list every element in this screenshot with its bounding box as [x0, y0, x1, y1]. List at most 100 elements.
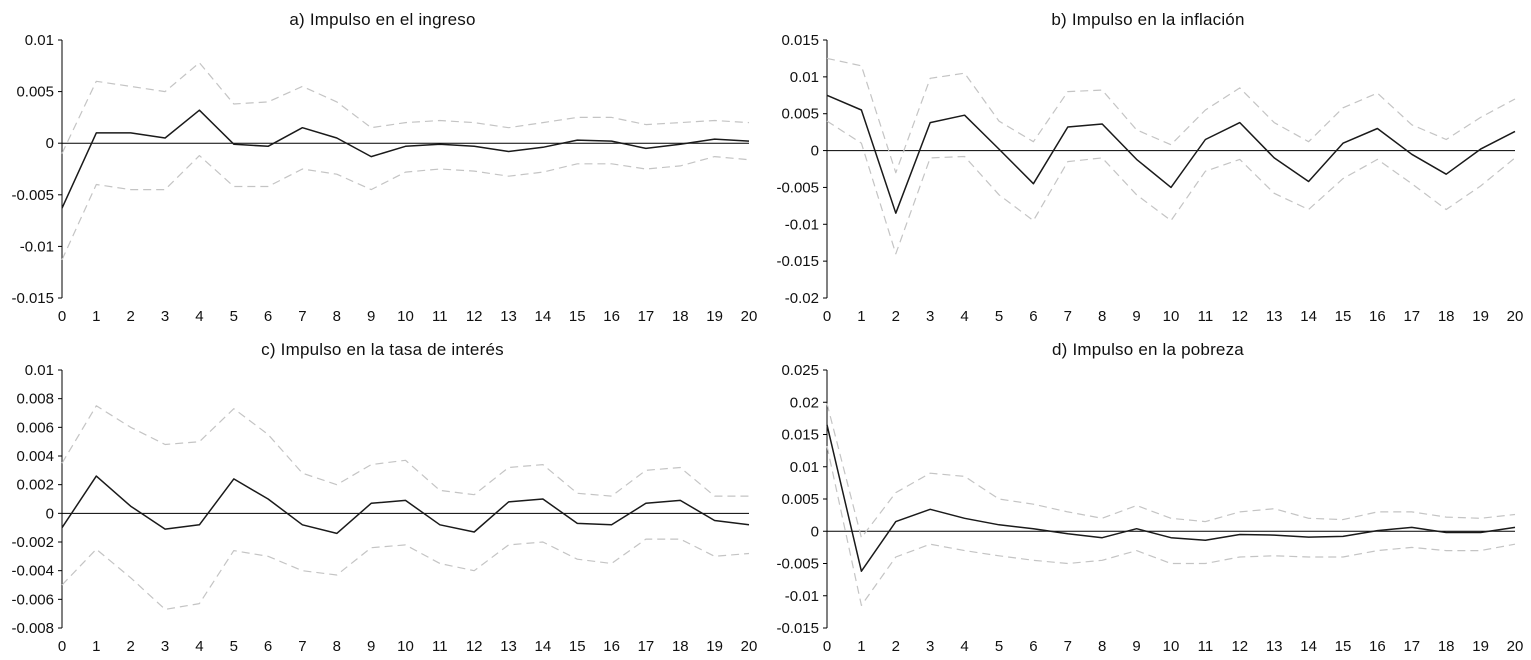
svg-text:11: 11 [432, 638, 448, 655]
svg-text:7: 7 [1064, 638, 1072, 655]
svg-text:0: 0 [46, 505, 54, 522]
svg-text:8: 8 [333, 638, 341, 655]
svg-text:17: 17 [638, 638, 655, 655]
svg-text:17: 17 [638, 308, 655, 325]
svg-text:2: 2 [127, 308, 135, 325]
chart-title-tasa-interes: c) Impulso en la tasa de interés [261, 340, 504, 359]
svg-text:-0.002: -0.002 [11, 534, 54, 551]
svg-text:9: 9 [367, 308, 375, 325]
svg-text:18: 18 [1438, 308, 1455, 325]
svg-text:13: 13 [1266, 308, 1283, 325]
svg-text:13: 13 [1266, 638, 1283, 655]
svg-text:20: 20 [1507, 308, 1524, 325]
svg-text:20: 20 [1507, 638, 1524, 655]
svg-text:-0.01: -0.01 [785, 588, 819, 605]
svg-text:-0.005: -0.005 [11, 187, 54, 204]
svg-text:0: 0 [46, 135, 54, 152]
svg-text:0.015: 0.015 [781, 32, 819, 49]
svg-text:9: 9 [1132, 638, 1140, 655]
svg-text:10: 10 [397, 308, 414, 325]
svg-text:16: 16 [603, 638, 620, 655]
svg-text:10: 10 [1163, 308, 1180, 325]
svg-text:4: 4 [195, 638, 203, 655]
svg-text:6: 6 [1029, 308, 1037, 325]
svg-text:0.015: 0.015 [781, 427, 819, 444]
svg-text:5: 5 [230, 638, 238, 655]
svg-text:19: 19 [1472, 638, 1489, 655]
irf-chart-pobreza: 0.025 0.02 0.015 0.01 0.005 0 -0.005 -0.01 -0.01… [776, 362, 1524, 655]
svg-text:12: 12 [1231, 308, 1248, 325]
svg-text:6: 6 [1029, 638, 1037, 655]
svg-text:11: 11 [1198, 638, 1214, 655]
svg-text:7: 7 [298, 638, 306, 655]
svg-text:9: 9 [1132, 308, 1140, 325]
chart-panel-tasa-interes: c) Impulso en la tasa de interés 0.01 0.0… [0, 330, 765, 660]
svg-text:4: 4 [195, 308, 203, 325]
svg-text:13: 13 [500, 308, 517, 325]
svg-text:0.008: 0.008 [16, 391, 54, 408]
svg-text:1: 1 [92, 638, 100, 655]
svg-text:10: 10 [397, 638, 414, 655]
svg-text:15: 15 [1335, 308, 1352, 325]
svg-text:14: 14 [535, 638, 552, 655]
svg-text:8: 8 [1098, 638, 1106, 655]
svg-text:0.006: 0.006 [16, 419, 54, 436]
svg-text:0.01: 0.01 [790, 459, 819, 476]
svg-text:0.002: 0.002 [16, 477, 54, 494]
svg-text:12: 12 [466, 638, 483, 655]
svg-text:12: 12 [466, 308, 483, 325]
svg-text:6: 6 [264, 638, 272, 655]
svg-text:-0.006: -0.006 [11, 591, 54, 608]
svg-text:18: 18 [1438, 638, 1455, 655]
svg-text:0.025: 0.025 [781, 362, 819, 379]
svg-text:0: 0 [811, 143, 819, 160]
svg-text:-0.01: -0.01 [785, 216, 819, 233]
svg-text:0: 0 [58, 308, 66, 325]
svg-text:15: 15 [569, 308, 586, 325]
svg-text:0: 0 [823, 638, 831, 655]
svg-text:0.01: 0.01 [25, 32, 54, 49]
svg-text:3: 3 [926, 308, 934, 325]
svg-text:18: 18 [672, 308, 689, 325]
svg-text:-0.015: -0.015 [11, 290, 54, 307]
svg-text:-0.005: -0.005 [776, 179, 819, 196]
chart-title-ingreso: a) Impulso en el ingreso [289, 10, 476, 29]
svg-text:-0.015: -0.015 [776, 253, 819, 270]
svg-text:2: 2 [127, 638, 135, 655]
svg-text:15: 15 [1335, 638, 1352, 655]
svg-text:3: 3 [926, 638, 934, 655]
svg-text:11: 11 [432, 308, 448, 325]
svg-text:5: 5 [230, 308, 238, 325]
svg-text:1: 1 [92, 308, 100, 325]
svg-text:1: 1 [857, 638, 865, 655]
svg-text:19: 19 [706, 638, 723, 655]
svg-text:0: 0 [58, 638, 66, 655]
svg-text:2: 2 [892, 308, 900, 325]
svg-text:-0.01: -0.01 [20, 238, 54, 255]
svg-text:6: 6 [264, 308, 272, 325]
svg-text:-0.02: -0.02 [785, 290, 819, 307]
svg-text:5: 5 [995, 638, 1003, 655]
svg-text:0.01: 0.01 [790, 69, 819, 86]
svg-text:16: 16 [603, 308, 620, 325]
chart-panel-pobreza: d) Impulso en la pobreza 0.025 0.02 0.015 0… [765, 330, 1531, 660]
chart-title-inflacion: b) Impulso en la inflación [1051, 10, 1245, 29]
svg-text:17: 17 [1403, 638, 1420, 655]
svg-text:14: 14 [535, 308, 552, 325]
svg-text:14: 14 [1300, 638, 1317, 655]
svg-text:4: 4 [960, 638, 968, 655]
svg-text:-0.004: -0.004 [11, 563, 54, 580]
svg-text:15: 15 [569, 638, 586, 655]
svg-text:16: 16 [1369, 638, 1386, 655]
svg-text:-0.005: -0.005 [776, 556, 819, 573]
svg-text:19: 19 [706, 308, 723, 325]
svg-text:0: 0 [811, 523, 819, 540]
chart-panel-inflacion: b) Impulso en la inflación 0.015 0.01 0.00… [765, 0, 1531, 330]
svg-text:1: 1 [857, 308, 865, 325]
chart-panel-ingreso: a) Impulso en el ingreso 0.01 0.005 0 -0.00… [0, 0, 765, 330]
svg-text:-0.008: -0.008 [11, 620, 54, 637]
svg-text:0.005: 0.005 [16, 84, 54, 101]
